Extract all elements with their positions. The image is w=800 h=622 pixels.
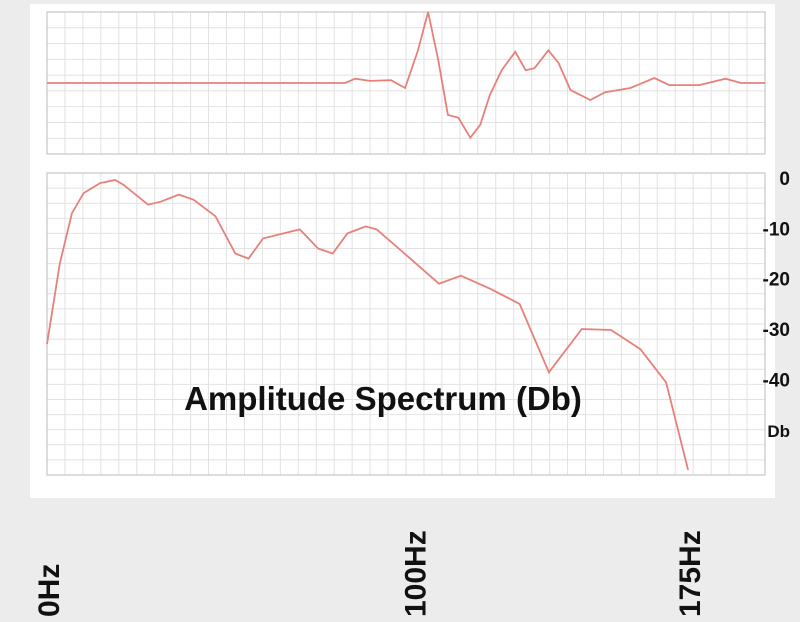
top-panel xyxy=(30,4,775,174)
bottom-panel xyxy=(30,168,775,498)
y-tick-label: 0 xyxy=(779,169,790,190)
y-tick-label: -40 xyxy=(763,370,790,391)
x-tick-label: 0Hz xyxy=(33,564,66,617)
data-line xyxy=(46,179,689,471)
annotation: Amplitude Spectrum (Db) xyxy=(184,380,582,417)
data-line xyxy=(47,11,765,140)
y-axis-label: Db xyxy=(767,422,790,441)
y-tick-label: -10 xyxy=(763,219,790,240)
x-tick-label: 100Hz xyxy=(399,530,432,617)
y-tick-label: -20 xyxy=(763,270,790,291)
y-tick-label: -30 xyxy=(763,320,790,341)
x-tick-label: 175Hz xyxy=(674,530,707,617)
plot-frame xyxy=(46,172,766,476)
